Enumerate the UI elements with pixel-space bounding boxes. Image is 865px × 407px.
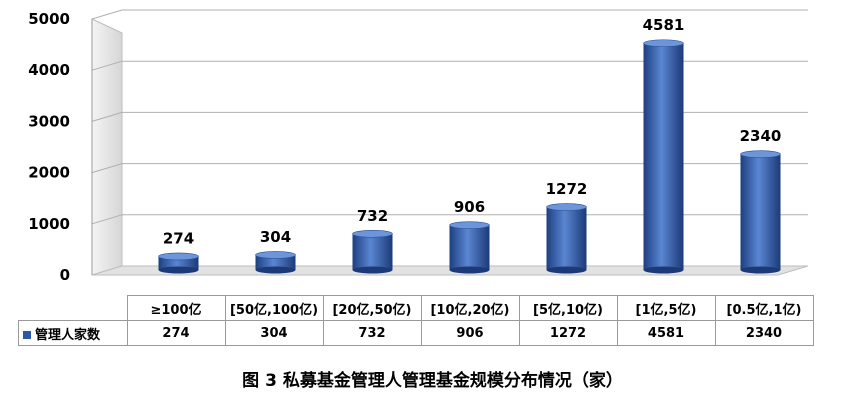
table-value: 906 — [420, 320, 520, 346]
data-table-header-row: ≥100亿 [50亿,100亿) [20亿,50亿) [10亿,20亿) [5亿… — [19, 295, 814, 321]
bar-base — [352, 266, 393, 274]
chart-caption: 图 3 私募基金管理人管理基金规模分布情况（家） — [242, 371, 623, 391]
bar-base — [255, 266, 296, 274]
table-value: 4581 — [616, 320, 716, 346]
gridline — [91, 111, 123, 122]
gridline — [91, 214, 123, 225]
bar — [352, 233, 393, 270]
bar — [449, 225, 490, 270]
table-category: [10亿,20亿) — [420, 295, 520, 321]
data-table: ≥100亿 [50亿,100亿) [20亿,50亿) [10亿,20亿) [5亿… — [18, 295, 814, 346]
bar-base — [449, 266, 490, 274]
table-category: [1亿,5亿) — [616, 295, 716, 321]
y-tick-label: 2000 — [28, 164, 70, 182]
bar-cap — [352, 229, 393, 238]
table-value: 732 — [322, 320, 422, 346]
bar-base — [546, 266, 587, 274]
gridline — [91, 60, 123, 71]
data-label: 4581 — [643, 16, 685, 34]
bar-cap — [740, 150, 781, 158]
bar-cap — [255, 251, 296, 259]
data-label: 1272 — [546, 180, 588, 198]
bar-cap — [643, 39, 684, 48]
table-value: 274 — [126, 320, 226, 346]
gridlines — [91, 9, 808, 275]
bar-base — [643, 266, 684, 274]
data-label: 732 — [357, 207, 388, 225]
data-labels: 274 304 732 906 1272 4581 2340 — [163, 16, 782, 247]
chart-back-wall — [91, 18, 123, 276]
bar — [546, 207, 587, 270]
data-label: 304 — [260, 228, 291, 246]
y-tick-label: 1000 — [28, 215, 70, 233]
bar — [643, 43, 684, 270]
y-tick-label: 0 — [60, 266, 70, 284]
data-table-value-row: 管理人家数 274 304 732 906 1272 4581 2340 — [18, 320, 814, 346]
table-category: [0.5亿,1亿) — [714, 295, 814, 321]
legend-entry: 管理人家数 — [18, 320, 128, 346]
data-label: 274 — [163, 229, 194, 247]
table-category: [5亿,10亿) — [518, 295, 618, 321]
table-category: ≥100亿 — [126, 295, 226, 321]
table-category: [50亿,100亿) — [224, 295, 324, 321]
y-tick-label: 3000 — [28, 112, 70, 130]
bars — [158, 39, 781, 274]
bar-chart: 0 1000 2000 3000 4000 5000 274 304 732 906 1272 45… — [28, 9, 809, 284]
legend-label: 管理人家数 — [35, 327, 101, 343]
bar-cap — [449, 221, 490, 229]
bar-base — [158, 266, 199, 274]
data-label: 2340 — [740, 127, 782, 145]
gridline — [91, 9, 123, 20]
y-tick-label: 5000 — [28, 10, 70, 28]
bar-cap — [158, 252, 199, 261]
y-axis-ticks: 0 1000 2000 3000 4000 5000 — [28, 10, 70, 284]
table-value: 2340 — [714, 320, 814, 346]
data-label: 906 — [454, 198, 485, 216]
bar — [255, 254, 296, 270]
table-value: 304 — [224, 320, 324, 346]
bar — [740, 154, 781, 270]
bar-base — [740, 266, 781, 274]
bar — [158, 256, 199, 270]
legend-swatch — [23, 331, 31, 339]
table-corner — [19, 296, 128, 321]
bar-cap — [546, 203, 587, 211]
table-value: 1272 — [518, 320, 618, 346]
gridline — [91, 163, 123, 174]
y-tick-label: 4000 — [28, 61, 70, 79]
table-category: [20亿,50亿) — [322, 295, 422, 321]
